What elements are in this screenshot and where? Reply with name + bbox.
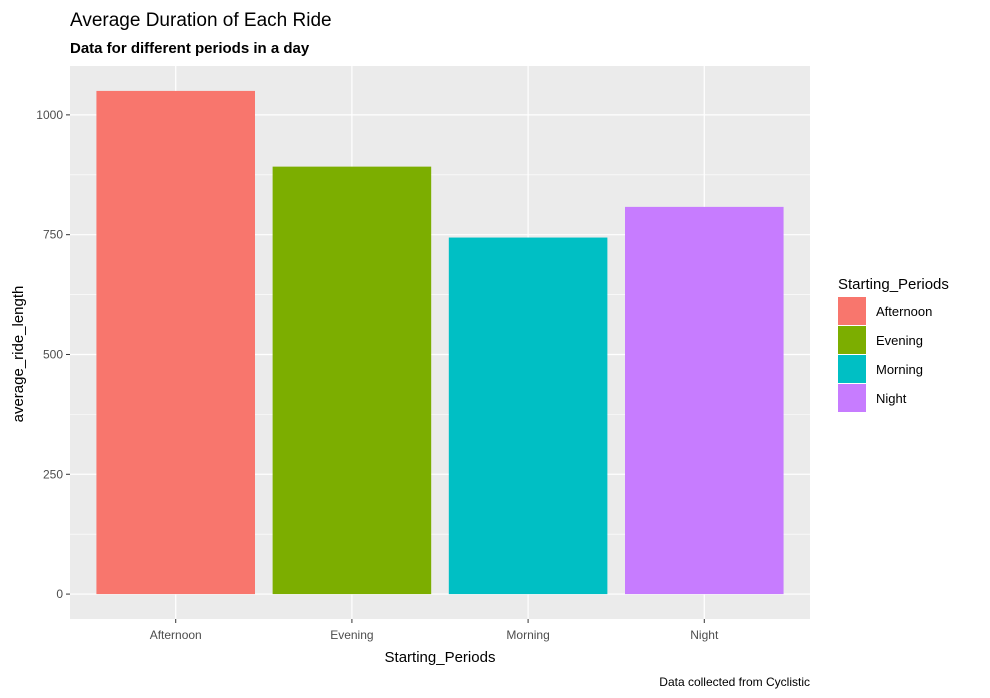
bar-night xyxy=(625,206,784,595)
legend: Starting_Periods Afternoon Evening Morning… xyxy=(838,276,949,412)
chart-title: Average Duration of Each Ride xyxy=(70,10,332,31)
legend-label: Evening xyxy=(876,333,923,348)
legend-swatch-morning xyxy=(838,355,866,383)
bar-evening xyxy=(272,166,432,595)
chart-subtitle: Data for different periods in a day xyxy=(70,40,310,57)
y-tick-label: 250 xyxy=(43,467,63,481)
bar-morning xyxy=(448,237,608,595)
legend-title: Starting_Periods xyxy=(838,276,949,293)
y-tick-label: 0 xyxy=(56,587,63,601)
x-axis: Afternoon Evening Morning Night xyxy=(150,619,719,642)
x-tick-label: Afternoon xyxy=(150,628,202,642)
y-tick-label: 500 xyxy=(43,347,63,361)
x-tick-label: Morning xyxy=(506,628,549,642)
x-tick-label: Night xyxy=(690,628,719,642)
legend-label: Night xyxy=(876,391,907,406)
bars xyxy=(96,90,784,595)
y-axis-title: average_ride_length xyxy=(10,286,27,423)
x-axis-title: Starting_Periods xyxy=(385,649,496,666)
legend-swatch-night xyxy=(838,384,866,412)
x-tick-label: Evening xyxy=(330,628,373,642)
y-tick-label: 1000 xyxy=(36,108,63,122)
y-tick-label: 750 xyxy=(43,228,63,242)
legend-swatch-evening xyxy=(838,326,866,354)
chart-caption: Data collected from Cyclistic xyxy=(659,675,810,689)
legend-swatch-afternoon xyxy=(838,297,866,325)
legend-label: Morning xyxy=(876,362,923,377)
y-axis: 0 250 500 750 1000 xyxy=(36,108,70,601)
bar-afternoon xyxy=(96,90,255,595)
legend-label: Afternoon xyxy=(876,304,932,319)
